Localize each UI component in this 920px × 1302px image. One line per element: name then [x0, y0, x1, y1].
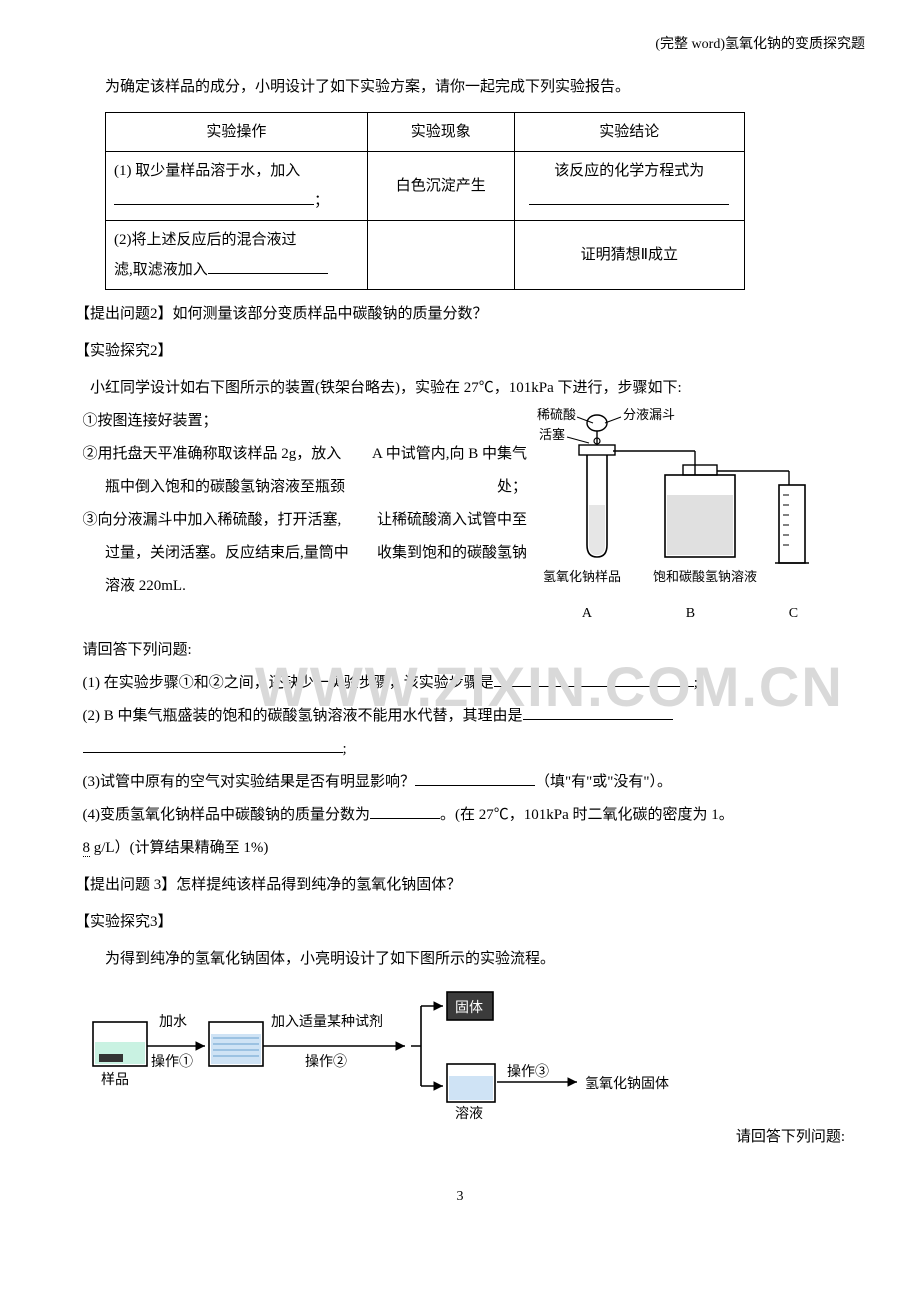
r2c1-a: (2)将上述反应后的混合液过	[114, 232, 297, 248]
flow-op1: 操作①	[151, 1054, 193, 1070]
step3c: 过量，关闭活塞。反应结束后,量筒中	[105, 545, 349, 561]
th-phenomenon: 实验现象	[367, 112, 514, 151]
step2b: A 中试管内,向 B 中集气	[372, 438, 527, 471]
r2c2	[367, 220, 514, 289]
q2-4: (4)变质氢氧化钠样品中碳酸钠的质量分数为 。(在 27℃，101kPa 时二氧化…	[83, 799, 846, 832]
lab-bao: 饱和碳酸氢钠溶液	[653, 569, 757, 584]
r2c3: 证明猜想Ⅱ成立	[514, 220, 744, 289]
step3a: ③向分液漏斗中加入稀硫酸，打开活塞,	[83, 512, 342, 528]
step3d: 收集到饱和的碳酸氢钠	[377, 537, 527, 570]
flow-rongye: 溶液	[455, 1106, 483, 1122]
r1c1: (1) 取少量样品溶于水，加入 ；	[106, 151, 368, 220]
q2-4c: 8 g/L）(计算结果精确至 1%)	[83, 832, 846, 865]
step3b: 让稀硫酸滴入试管中至	[377, 504, 527, 537]
r2c1: (2)将上述反应后的混合液过 滤,取滤液加入	[106, 220, 368, 289]
r2c1-b: 滤,取滤液加入	[114, 262, 208, 278]
flow-yangpin: 样品	[101, 1072, 129, 1088]
r1c2: 白色沉淀产生	[367, 151, 514, 220]
blank-2	[529, 190, 729, 205]
lab-huo: 活塞	[539, 427, 565, 442]
flow-result: 氢氧化钠固体	[585, 1076, 669, 1092]
q2-3-text: (3)试管中原有的空气对实验结果是否有明显影响？	[83, 774, 416, 790]
blank-1	[114, 190, 314, 205]
q3-title: 【提出问题 3】怎样提纯该样品得到纯净的氢氧化钠固体？	[75, 869, 845, 902]
step2b3: 处；	[497, 471, 527, 504]
q2-4c-text: g/L）(计算结果精确至 1%)	[94, 840, 269, 856]
page-number: 3	[75, 1182, 845, 1213]
th-conclusion: 实验结论	[514, 112, 744, 151]
flow-jiashiji: 加入适量某种试剂	[271, 1014, 383, 1030]
please-answer: 请回答下列问题:	[83, 634, 846, 667]
lab-yang: 氢氧化钠样品	[543, 569, 621, 584]
flow-jiashui: 加水	[159, 1014, 187, 1030]
blank-8	[370, 804, 440, 819]
experiment-table: 实验操作 实验现象 实验结论 (1) 取少量样品溶于水，加入 ； 白色沉淀产生 …	[105, 112, 745, 290]
intro: 为确定该样品的成分，小明设计了如下实验方案，请你一起完成下列实验报告。	[75, 71, 845, 104]
r1c1-text: (1) 取少量样品溶于水，加入	[114, 163, 300, 179]
q2-4b: 。(在 27℃，101kPa 时二氧化碳的密度为 1。	[440, 807, 734, 823]
q2-3-end: （填"有"或"没有"）。	[535, 774, 672, 790]
exp3-intro: 为得到纯净的氢氧化钠固体，小亮明设计了如下图所示的实验流程。	[75, 943, 845, 976]
flow-op2: 操作②	[305, 1054, 347, 1070]
exp3-title: 【实验探究3】	[75, 906, 845, 939]
lab-xi: 稀硫酸	[537, 407, 576, 422]
q2-4c-pre: 8	[83, 840, 91, 857]
flow-diagram: 样品 加水 操作① 加入适量某种试剂 操作② 固体 溶液 操作③ 氢氧化钠固体	[83, 982, 846, 1135]
step2b2: 瓶中倒入饱和的碳酸氢钠溶液至瓶颈	[105, 479, 345, 495]
q2-4a: (4)变质氢氧化钠样品中碳酸钠的质量分数为	[83, 807, 371, 823]
flow-guti: 固体	[455, 1000, 483, 1016]
apparatus-figure: 稀硫酸 分液漏斗 活塞	[535, 405, 845, 630]
flow-op3: 操作③	[507, 1064, 549, 1080]
r1c3-text: 该反应的化学方程式为	[554, 163, 704, 179]
th-op: 实验操作	[106, 112, 368, 151]
blank-7	[415, 771, 535, 786]
q2-3: (3)试管中原有的空气对实验结果是否有明显影响？ （填"有"或"没有"）。	[83, 766, 846, 799]
r1c3: 该反应的化学方程式为	[514, 151, 744, 220]
step2a: ②用托盘天平准确称取该样品 2g，放入	[83, 446, 342, 462]
exp2-intro: 小红同学设计如右下图所示的装置(铁架台略去)，实验在 27℃，101kPa 下进…	[75, 372, 845, 405]
header-note: (完整 word)氢氧化钠的变质探究题	[75, 30, 865, 61]
blank-3	[208, 259, 328, 274]
lab-fen: 分液漏斗	[623, 407, 675, 422]
r1c1-semi: ；	[314, 193, 329, 209]
exp2-title: 【实验探究2】	[75, 335, 845, 368]
q2-title: 【提出问题2】如何测量该部分变质样品中碳酸钠的质量分数？	[75, 298, 845, 331]
